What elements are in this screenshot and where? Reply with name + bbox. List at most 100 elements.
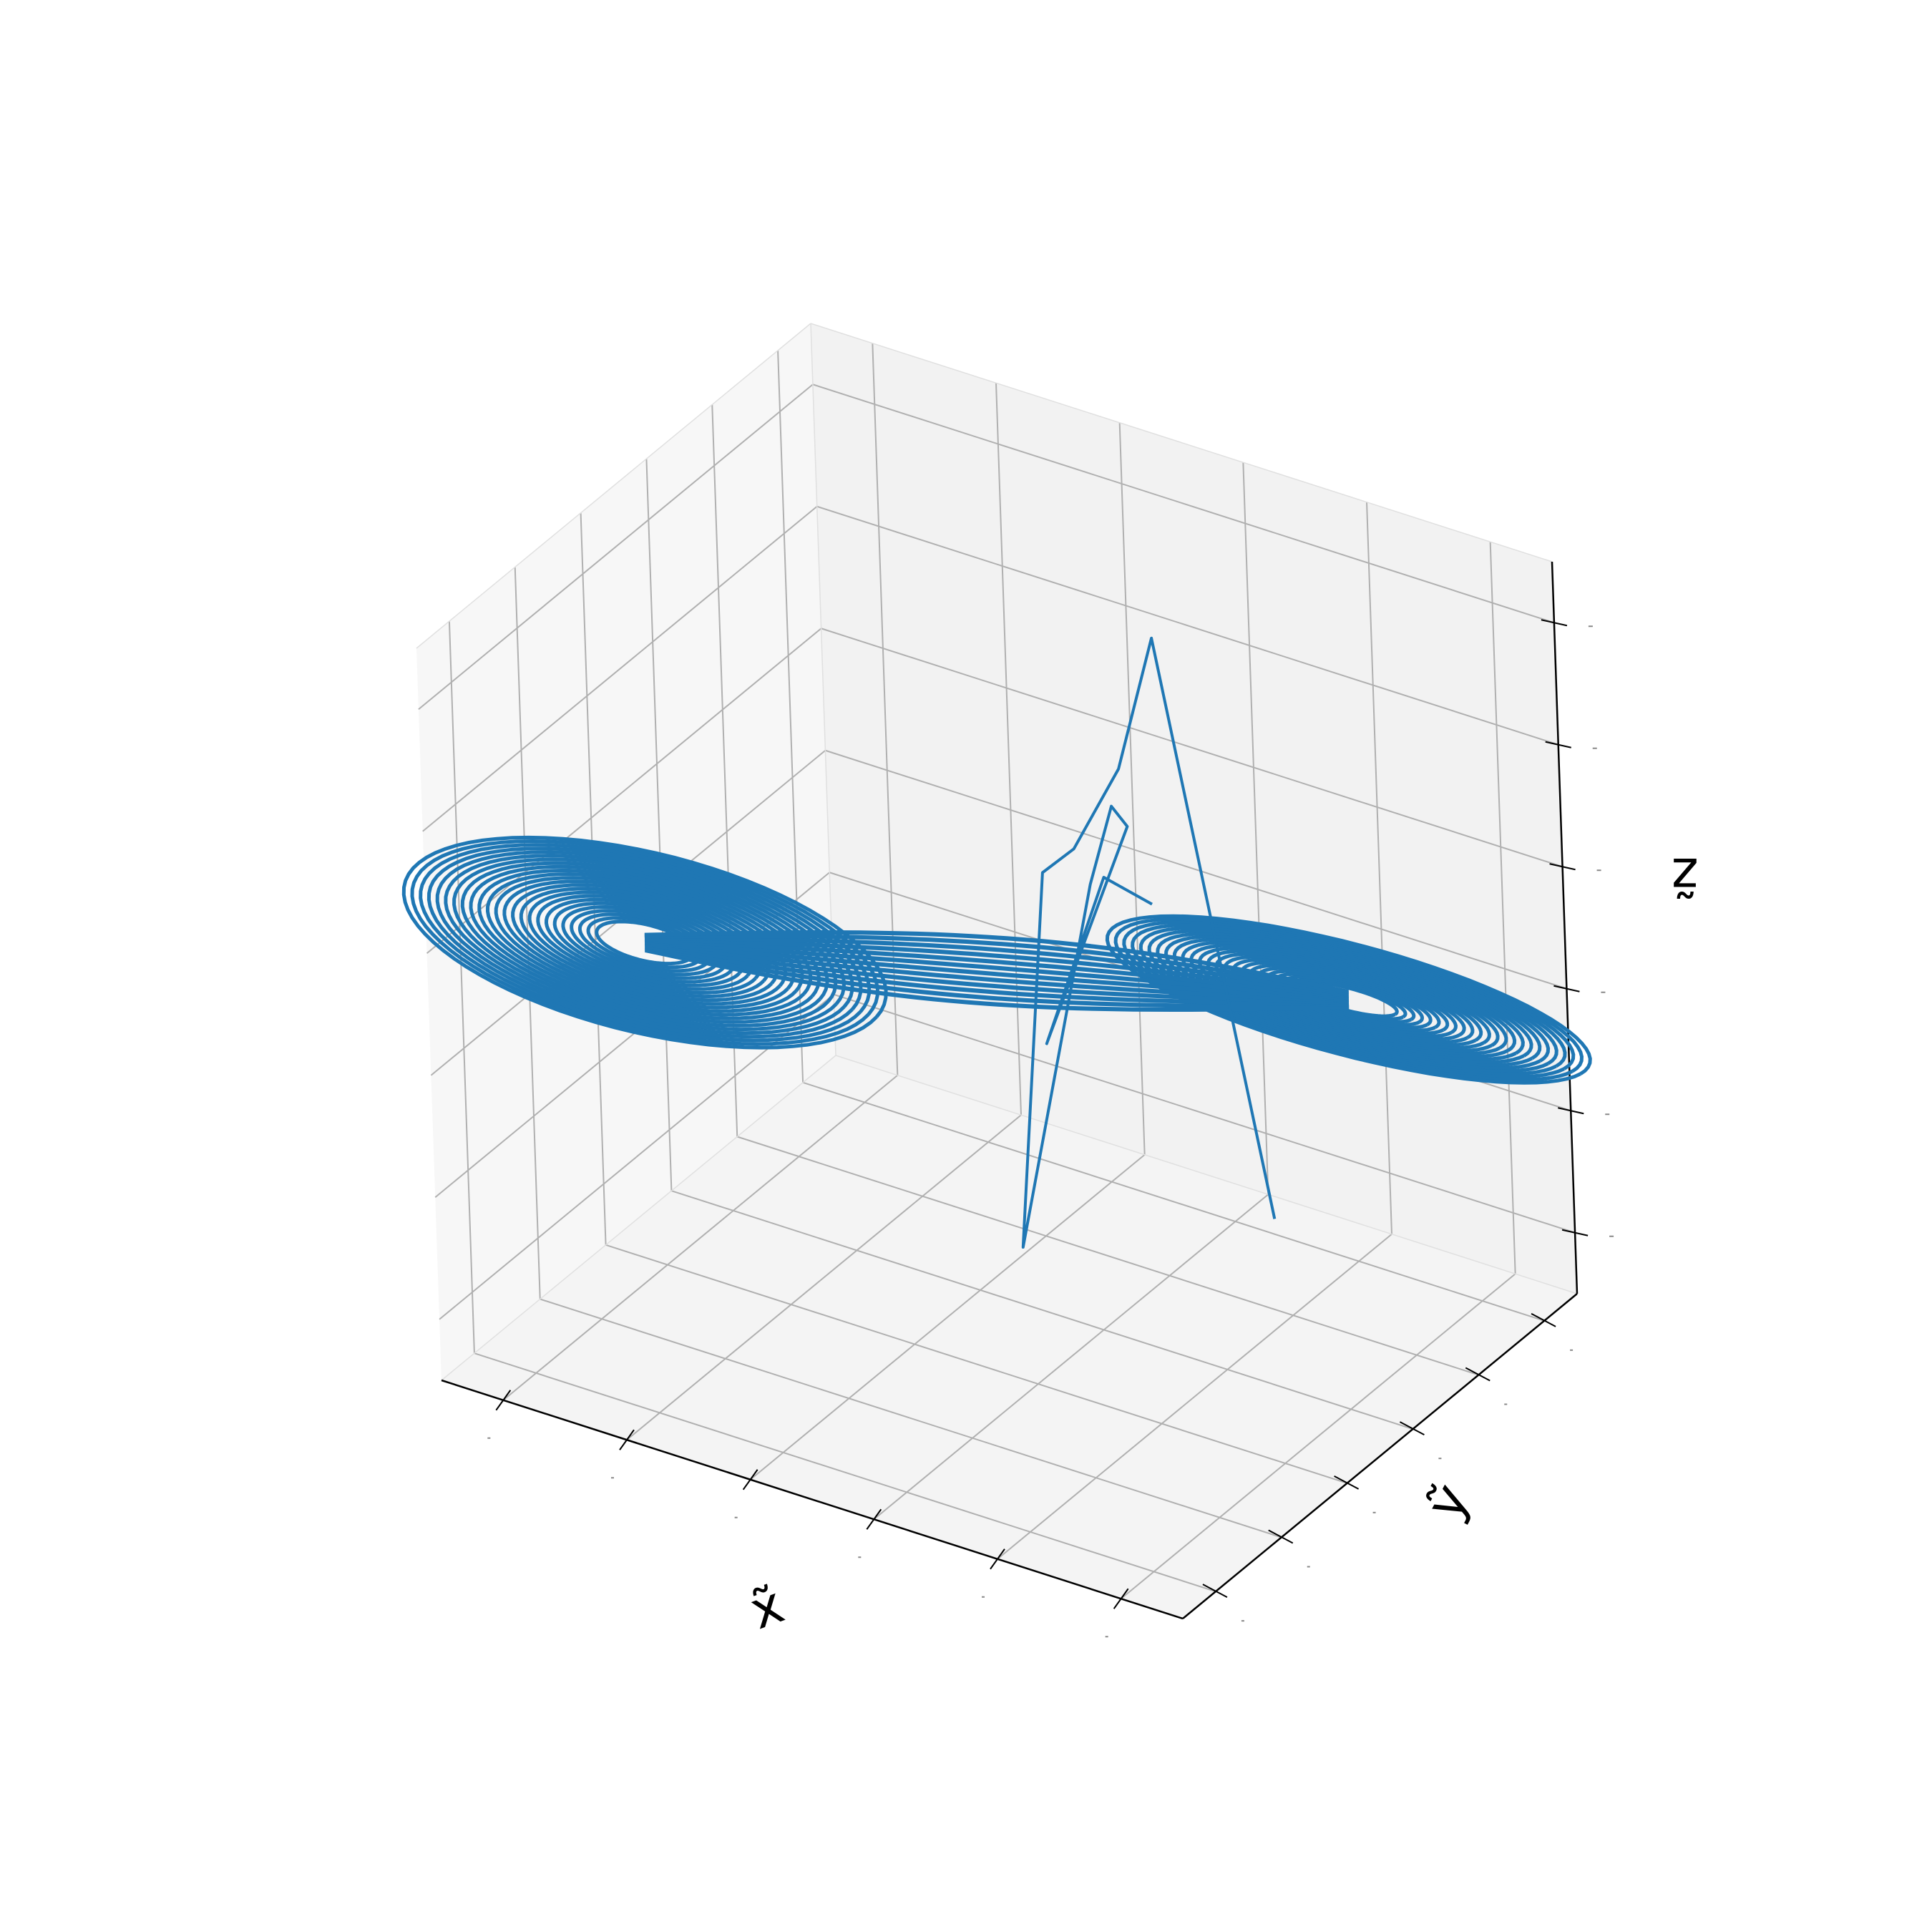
attractor-loop-right [1156,931,1542,1068]
x-tick [866,1508,882,1530]
y-axis-label: ỹ [1414,1474,1481,1529]
x-tick [619,1429,635,1450]
attractor-loop-right [1105,914,1592,1085]
attractor-loop-left [536,894,754,991]
grid-floor-x [873,1194,1269,1521]
y-axis-line [1182,1293,1578,1619]
grid-floor-y [540,1298,1282,1538]
attractor-loop-right [1122,919,1576,1079]
attractor-crossing-band [644,937,1350,998]
y-tick-label [1570,1349,1574,1351]
axis-lines [441,561,1579,1620]
x-tick-label [734,1516,738,1518]
attractor-loop-left [435,850,854,1035]
attractor-loop-left [419,843,872,1043]
y-tick [1531,1312,1556,1327]
attractor-loop-right [1214,952,1483,1048]
z-tick [1553,985,1580,992]
z-axis-label: z̃ [1672,847,1699,907]
grid-back-x [1366,502,1392,1234]
grid-back-x [1118,422,1146,1155]
grid-left-z [426,628,822,955]
attractor-crossing-band [644,947,1350,1012]
attractor-loop-left [502,879,788,1006]
grid-floor-x [502,1074,898,1401]
attractor-crossing-band [644,944,1350,1005]
attractor-loop-left [460,861,829,1024]
attractor-loop-right [1223,955,1475,1045]
attractor-loop-right [1248,963,1450,1035]
x-tick-label [1105,1636,1108,1638]
x-tick [990,1548,1005,1570]
grid-back-z [812,384,1555,624]
z-tick-label [1601,991,1606,993]
y-tick-label [1504,1403,1508,1405]
z-tick-label [1588,625,1593,628]
attractor-loop-right [1131,922,1567,1076]
z-axis-line [1551,561,1579,1294]
attractor-loop-right [1189,943,1508,1056]
grid-floor-x [1121,1273,1516,1600]
attractor-loop-right [1181,940,1517,1059]
z-tick-label [1609,1235,1614,1237]
attractor-crossing-band [644,935,1350,997]
grid-floor-x [626,1114,1022,1441]
z-tick-label [1605,1113,1610,1116]
x-tick [1113,1588,1129,1609]
y-tick-label [1307,1566,1310,1568]
grid-back-x [1489,542,1516,1274]
grid-left-y [645,459,673,1191]
z-tick-label [1596,869,1601,872]
z-tick [1558,1107,1584,1115]
z-tick-label [1592,747,1597,749]
attractor-loop-left [519,887,771,999]
grid-left-z [422,505,818,832]
attractor-loop-left [469,864,821,1020]
pane-floor [441,1055,1577,1619]
attractor-crossing-band [644,941,1350,1002]
attractor-loop-left [477,868,813,1017]
grid-back-x [1242,462,1269,1195]
x-tick-label [487,1437,491,1439]
attractor-loop-left [527,890,762,995]
attractor-loop-left [410,839,879,1046]
y-tick [1268,1529,1294,1544]
y-tick-label [1241,1620,1244,1622]
attractor-loop-right [1239,960,1458,1038]
grid-floor-x [750,1153,1146,1480]
attractor-loop-left [494,876,796,1010]
attractor-crossing-band [644,934,1350,995]
attractor-loop-right [1138,925,1558,1073]
attractor-loop-right [1147,928,1551,1070]
grid-floor-y [671,1190,1413,1430]
x-tick-label [982,1596,985,1598]
pane-edge [810,323,1553,562]
grid-floor-y [736,1136,1479,1376]
x-axis-line [441,1379,1184,1620]
attractor-loop-left [444,854,847,1032]
attractor-crossing-band [644,945,1350,1007]
attractor-loop-left [401,835,888,1050]
grid-left-y [448,621,475,1354]
x-tick [742,1469,758,1491]
attractor-loop-right [1113,917,1584,1082]
attractor-crossing-band [644,930,1350,995]
y-tick [1465,1367,1491,1382]
y-tick-label [1438,1458,1442,1460]
y-tick [1202,1584,1228,1599]
attractor-crossing-band [644,947,1350,1008]
grid-floor-y [802,1081,1545,1322]
attractor-loop-left [426,847,863,1039]
pane-edge [835,1055,1578,1294]
attractor-loop-left [511,883,779,1002]
attractor-loop-right [1206,949,1491,1050]
grid-floor-y [474,1352,1216,1593]
grid-floor-x [997,1233,1392,1560]
x-axis-label: x̃ [742,1574,791,1641]
x-tick [495,1390,512,1411]
axis-ticks [487,619,1614,1638]
grid-back-z [821,628,1563,868]
grid-floor-y [605,1244,1347,1484]
y-tick [1399,1421,1425,1436]
